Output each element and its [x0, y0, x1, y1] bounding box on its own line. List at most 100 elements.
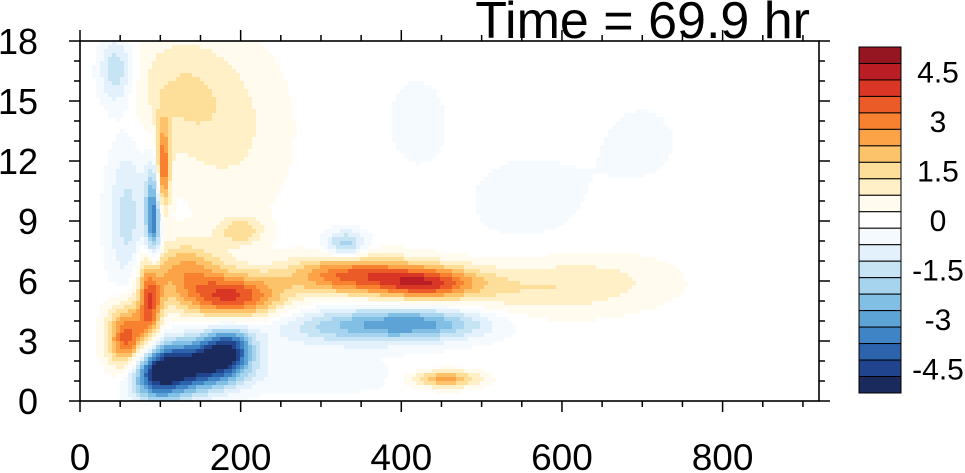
contour-cell — [620, 149, 625, 154]
contour-cell — [124, 253, 129, 258]
contour-cell — [172, 297, 177, 302]
contour-cell — [144, 153, 149, 158]
contour-cell — [264, 213, 269, 218]
contour-cell — [616, 253, 621, 258]
contour-cell — [184, 237, 189, 242]
contour-cell — [464, 277, 469, 282]
contour-cell — [100, 73, 105, 78]
contour-cell — [320, 269, 325, 274]
contour-cell — [260, 149, 265, 154]
contour-cell — [412, 285, 417, 290]
contour-cell — [424, 293, 429, 298]
contour-cell — [424, 117, 429, 122]
contour-cell — [324, 265, 329, 270]
contour-cell — [152, 157, 157, 162]
contour-cell — [648, 277, 653, 282]
contour-cell — [172, 117, 177, 122]
contour-cell — [428, 281, 433, 286]
contour-cell — [216, 273, 221, 278]
contour-cell — [264, 185, 269, 190]
contour-cell — [104, 185, 109, 190]
contour-cell — [296, 273, 301, 278]
contour-cell — [608, 141, 613, 146]
contour-cell — [612, 165, 617, 170]
contour-cell — [520, 201, 525, 206]
contour-cell — [220, 249, 225, 254]
contour-cell — [168, 209, 173, 214]
contour-cell — [484, 265, 489, 270]
contour-cell — [636, 165, 641, 170]
contour-cell — [132, 205, 137, 210]
contour-cell — [268, 133, 273, 138]
contour-cell — [368, 297, 373, 302]
contour-cell — [552, 209, 557, 214]
contour-cell — [440, 137, 445, 142]
contour-cell — [296, 285, 301, 290]
contour-cell — [532, 209, 537, 214]
contour-cell — [152, 193, 157, 198]
contour-cell — [528, 265, 533, 270]
contour-cell — [212, 169, 217, 174]
contour-cell — [488, 205, 493, 210]
contour-cell — [624, 261, 629, 266]
contour-cell — [644, 281, 649, 286]
contour-cell — [336, 245, 341, 250]
contour-cell — [168, 301, 173, 306]
contour-cell — [432, 97, 437, 102]
contour-cell — [144, 225, 149, 230]
contour-cell — [612, 141, 617, 146]
contour-cell — [188, 297, 193, 302]
contour-cell — [640, 293, 645, 298]
contour-cell — [352, 241, 357, 246]
contour-cell — [456, 261, 461, 266]
contour-cell — [108, 53, 113, 58]
contour-cell — [536, 165, 541, 170]
contour-cell — [116, 205, 121, 210]
contour-cell — [268, 221, 273, 226]
contour-cell — [484, 293, 489, 298]
contour-cell — [604, 261, 609, 266]
contour-cell — [168, 217, 173, 222]
contour-cell — [160, 125, 165, 130]
contour-cell — [608, 153, 613, 158]
contour-cell — [628, 273, 633, 278]
contour-cell — [236, 77, 241, 82]
contour-cell — [236, 293, 241, 298]
contour-cell — [660, 141, 665, 146]
contour-cell — [228, 121, 233, 126]
contour-cell — [580, 261, 585, 266]
contour-cell — [372, 269, 377, 274]
contour-cell — [620, 293, 625, 298]
contour-cell — [208, 265, 213, 270]
contour-cell — [272, 297, 277, 302]
contour-cell — [564, 177, 569, 182]
contour-cell — [256, 133, 261, 138]
contour-cell — [172, 205, 177, 210]
contour-cell — [176, 125, 181, 130]
contour-cell — [544, 181, 549, 186]
contour-cell — [196, 41, 201, 46]
contour-cell — [120, 85, 125, 90]
contour-cell — [548, 297, 553, 302]
contour-cell — [680, 277, 685, 282]
contour-cell — [240, 237, 245, 242]
contour-cell — [284, 281, 289, 286]
contour-cell — [244, 237, 249, 242]
contour-cell — [236, 89, 241, 94]
contour-cell — [112, 205, 117, 210]
contour-cell — [476, 277, 481, 282]
contour-cell — [248, 77, 253, 82]
contour-cell — [572, 285, 577, 290]
contour-cell — [184, 125, 189, 130]
contour-cell — [260, 181, 265, 186]
contour-cell — [128, 265, 133, 270]
contour-cell — [356, 237, 361, 242]
contour-cell — [660, 149, 665, 154]
contour-cell — [160, 157, 165, 162]
contour-cell — [144, 221, 149, 226]
contour-cell — [164, 197, 169, 202]
contour-cell — [624, 157, 629, 162]
contour-cell — [200, 217, 205, 222]
contour-cell — [148, 241, 153, 246]
contour-cell — [400, 289, 405, 294]
